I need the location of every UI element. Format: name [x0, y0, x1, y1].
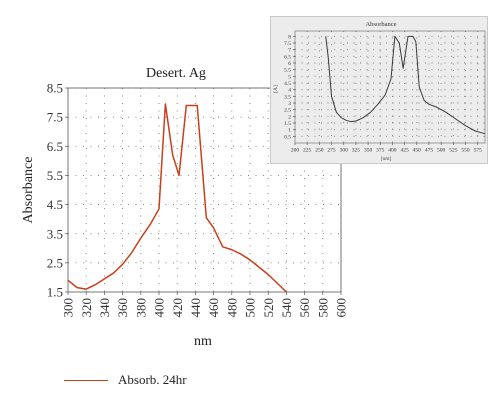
inset-chart-title: Absorbance [365, 21, 396, 28]
main-x-tick-label: 420 [170, 298, 185, 318]
legend-label: Absorb. 24hr [118, 372, 187, 387]
main-x-tick-label: 460 [206, 298, 221, 318]
main-series-line-0 [67, 103, 287, 293]
inset-y-tick-label: 2.5 [284, 108, 291, 114]
main-chart-frame [67, 87, 342, 293]
inset-series-line-0 [325, 35, 486, 135]
inset-y-tick-label: 0.5 [284, 134, 291, 140]
main-x-tick-label: 520 [261, 298, 276, 318]
main-chart: 300 320 340 360 380 400 420 440 460 480 500 520 540 5… [21, 66, 349, 349]
inset-y-tick-label: 3.5 [284, 94, 291, 100]
inset-chart-panel: 200 225 250 275 300 325 350 375 400 425 450 475 500 5… [270, 16, 488, 164]
inset-x-tick-label: 275 [327, 148, 336, 154]
main-y-tick-label: 4.5 [47, 197, 63, 212]
main-chart-y-axis-label: Absorbance [21, 157, 36, 224]
main-x-tick-label: 560 [297, 298, 312, 318]
main-y-tick-label: 2.5 [47, 255, 63, 270]
main-chart-ticks: 300 320 340 360 380 400 420 440 460 480 500 520 540 5… [47, 81, 349, 318]
main-x-tick-label: 580 [315, 298, 330, 318]
main-x-tick-label: 500 [243, 298, 258, 318]
inset-y-tick-label: 7.5 [284, 41, 291, 47]
inset-chart-frame [294, 30, 486, 144]
main-x-tick-label: 600 [334, 298, 349, 318]
main-y-tick-label: 8.5 [47, 81, 63, 96]
main-x-tick-label: 540 [279, 298, 294, 318]
inset-chart-x-axis-label: [nm] [381, 156, 392, 162]
inset-chart-ticks: 200 225 250 275 300 325 350 375 400 425 450 475 500 5… [284, 34, 482, 153]
inset-x-tick-label: 475 [425, 148, 434, 154]
inset-y-tick-label: 2 [288, 114, 291, 120]
main-y-tick-label: 7.5 [47, 110, 63, 125]
inset-x-tick-label: 575 [474, 148, 483, 154]
main-y-tick-label: 6.5 [47, 139, 63, 154]
inset-x-tick-label: 500 [437, 148, 446, 154]
inset-chart-series [325, 35, 486, 135]
inset-y-tick-label: 5.5 [284, 68, 291, 74]
inset-chart: 200 225 250 275 300 325 350 375 400 425 450 475 500 5… [273, 21, 486, 162]
inset-x-tick-label: 200 [291, 148, 300, 154]
main-x-tick-label: 480 [224, 298, 239, 318]
main-y-tick-label: 1.5 [47, 285, 63, 300]
legend-line-swatch [64, 379, 108, 381]
inset-y-tick-label: 1.5 [284, 121, 291, 127]
inset-x-tick-label: 225 [303, 148, 312, 154]
main-y-tick-label: 3.5 [47, 226, 63, 241]
inset-x-tick-label: 425 [400, 148, 409, 154]
main-x-tick-label: 380 [133, 298, 148, 318]
main-x-tick-label: 360 [115, 298, 130, 318]
main-x-tick-label: 300 [61, 298, 76, 318]
inset-x-tick-label: 250 [315, 148, 324, 154]
main-x-tick-label: 440 [188, 298, 203, 318]
main-x-tick-label: 340 [97, 298, 112, 318]
inset-y-tick-label: 8 [288, 34, 291, 40]
inset-y-tick-label: 5 [288, 74, 291, 80]
chart-legend: Absorb. 24hr [64, 370, 187, 390]
inset-x-tick-label: 350 [364, 148, 373, 154]
inset-x-tick-label: 400 [388, 148, 397, 154]
inset-y-tick-label: 7 [288, 48, 291, 54]
inset-x-tick-label: 375 [376, 148, 385, 154]
inset-x-tick-label: 550 [461, 148, 470, 154]
main-chart-series [67, 103, 287, 293]
main-x-tick-label: 320 [79, 298, 94, 318]
main-x-tick-label: 400 [152, 298, 167, 318]
inset-x-tick-label: 525 [449, 148, 458, 154]
inset-y-tick-label: 1 [288, 128, 291, 134]
inset-chart-y-axis-label: [A] [273, 85, 279, 93]
inset-y-tick-label: 4.5 [284, 81, 291, 87]
inset-y-tick-label: 3 [288, 101, 291, 107]
inset-x-tick-label: 325 [352, 148, 361, 154]
inset-y-tick-label: 4 [288, 88, 291, 94]
inset-x-tick-label: 450 [413, 148, 422, 154]
main-chart-title: Desert. Ag [146, 66, 206, 81]
inset-y-tick-label: 6.5 [284, 54, 291, 60]
main-y-tick-label: 5.5 [47, 168, 63, 183]
inset-x-tick-label: 300 [340, 148, 349, 154]
inset-chart-grid [295, 31, 485, 143]
inset-y-tick-label: 6 [288, 61, 291, 67]
main-chart-x-axis-label: nm [194, 334, 212, 349]
